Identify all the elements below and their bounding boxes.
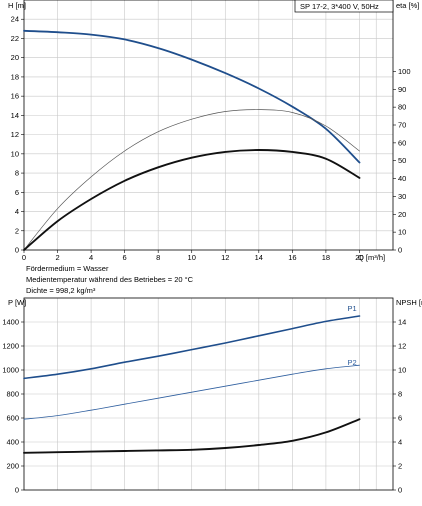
x-tick-label: 8 <box>156 253 160 262</box>
y-tick-label: 0 <box>15 246 19 255</box>
y-tick-label: 800 <box>6 390 19 399</box>
upper-plot-frame <box>23 0 394 251</box>
y2-tick-label: 10 <box>398 228 406 237</box>
y2-axis-label-eta: eta [%] <box>396 1 419 10</box>
y-tick-label: 600 <box>6 414 19 423</box>
series-label-p1: P1 <box>347 304 356 313</box>
y2-tick-label: 20 <box>398 210 406 219</box>
x-tick-label: 10 <box>188 253 196 262</box>
y2-tick-label: 8 <box>398 390 402 399</box>
x-tick-label: 2 <box>55 253 59 262</box>
series-line-1-1 <box>23 29 361 164</box>
x-tick-label: 20 <box>355 253 363 262</box>
x-tick-label: 16 <box>288 253 296 262</box>
y-tick-label: 8 <box>15 169 19 178</box>
y2-tick-label: 6 <box>398 414 402 423</box>
x-tick-label: 6 <box>123 253 127 262</box>
lower-grid <box>24 298 393 490</box>
y-tick-label: 12 <box>11 130 19 139</box>
y-tick-label: 0 <box>15 486 19 495</box>
series-line-p2 <box>23 364 360 420</box>
y-tick-label: 6 <box>15 188 19 197</box>
y2-tick-label: 2 <box>398 462 402 471</box>
upper-chart: SP 17-2, 3*400 V, 50Hz H [m] eta [%] Q [… <box>8 0 419 262</box>
upper-ticks: 0246810121416182022240102030405060708090… <box>11 15 411 262</box>
y2-tick-label: 70 <box>398 121 406 130</box>
note-medium: Fördermedium = Wasser <box>26 264 109 273</box>
chart-title-box <box>294 0 394 13</box>
y-tick-label: 1200 <box>2 342 19 351</box>
y-tick-label: 200 <box>6 462 19 471</box>
y2-tick-label: 12 <box>398 342 406 351</box>
y-tick-label: 400 <box>6 438 19 447</box>
y2-tick-label: 100 <box>398 67 411 76</box>
x-tick-label: 18 <box>322 253 330 262</box>
y2-tick-label: 90 <box>398 85 406 94</box>
y-tick-label: 22 <box>11 34 19 43</box>
y-axis-label-p: P [W] <box>8 298 26 307</box>
x-tick-label: 14 <box>255 253 263 262</box>
y-tick-label: 20 <box>11 53 19 62</box>
y-tick-label: 2 <box>15 226 19 235</box>
y-tick-label: 10 <box>11 149 19 158</box>
x-tick-label: 0 <box>22 253 26 262</box>
upper-series <box>23 29 361 251</box>
y2-tick-label: 30 <box>398 192 406 201</box>
y2-tick-label: 0 <box>398 246 402 255</box>
x-axis-label-q: Q [m³/h] <box>358 253 385 262</box>
y2-tick-label: 80 <box>398 103 406 112</box>
series-line-1-3 <box>23 149 361 251</box>
y2-tick-label: 50 <box>398 156 406 165</box>
y2-tick-label: 14 <box>398 318 406 327</box>
series-line-p1 <box>23 315 361 380</box>
chart-title: SP 17-2, 3*400 V, 50Hz <box>300 2 379 11</box>
y-tick-label: 14 <box>11 111 19 120</box>
medium-notes: Fördermedium = Wasser Medientemperatur w… <box>26 264 194 295</box>
y-tick-label: 18 <box>11 72 19 81</box>
lower-ticks: 0 200 400 600 800 1000 1200 1400 0 2 4 6 8 10 12 14 <box>2 318 406 495</box>
y-tick-label: 4 <box>15 207 19 216</box>
series-label-p2: P2 <box>347 358 356 367</box>
y-tick-label: 1400 <box>2 318 19 327</box>
note-density: Dichte = 998,2 kg/m³ <box>26 286 96 295</box>
y-axis-label-h: H [m] <box>8 1 26 10</box>
note-temperature: Medientemperatur während des Betriebes =… <box>26 275 194 284</box>
lower-chart: P [W] NPSH [m] 0200400600800100012001400… <box>2 297 422 495</box>
y-tick-label: 1000 <box>2 366 19 375</box>
y2-tick-label: 0 <box>398 486 402 495</box>
x-tick-label: 12 <box>221 253 229 262</box>
series-line-1-2 <box>23 109 360 251</box>
x-tick-label: 4 <box>89 253 93 262</box>
series-line-2-3 <box>23 418 361 454</box>
y2-tick-label: 60 <box>398 138 406 147</box>
y-tick-label: 16 <box>11 92 19 101</box>
y2-axis-label-npsh: NPSH [m] <box>396 298 422 307</box>
y2-tick-label: 10 <box>398 366 406 375</box>
y2-tick-label: 4 <box>398 438 402 447</box>
y2-tick-label: 40 <box>398 174 406 183</box>
upper-grid <box>24 0 393 250</box>
lower-series: P1 P2 <box>23 304 361 454</box>
y-tick-label: 24 <box>11 15 19 24</box>
